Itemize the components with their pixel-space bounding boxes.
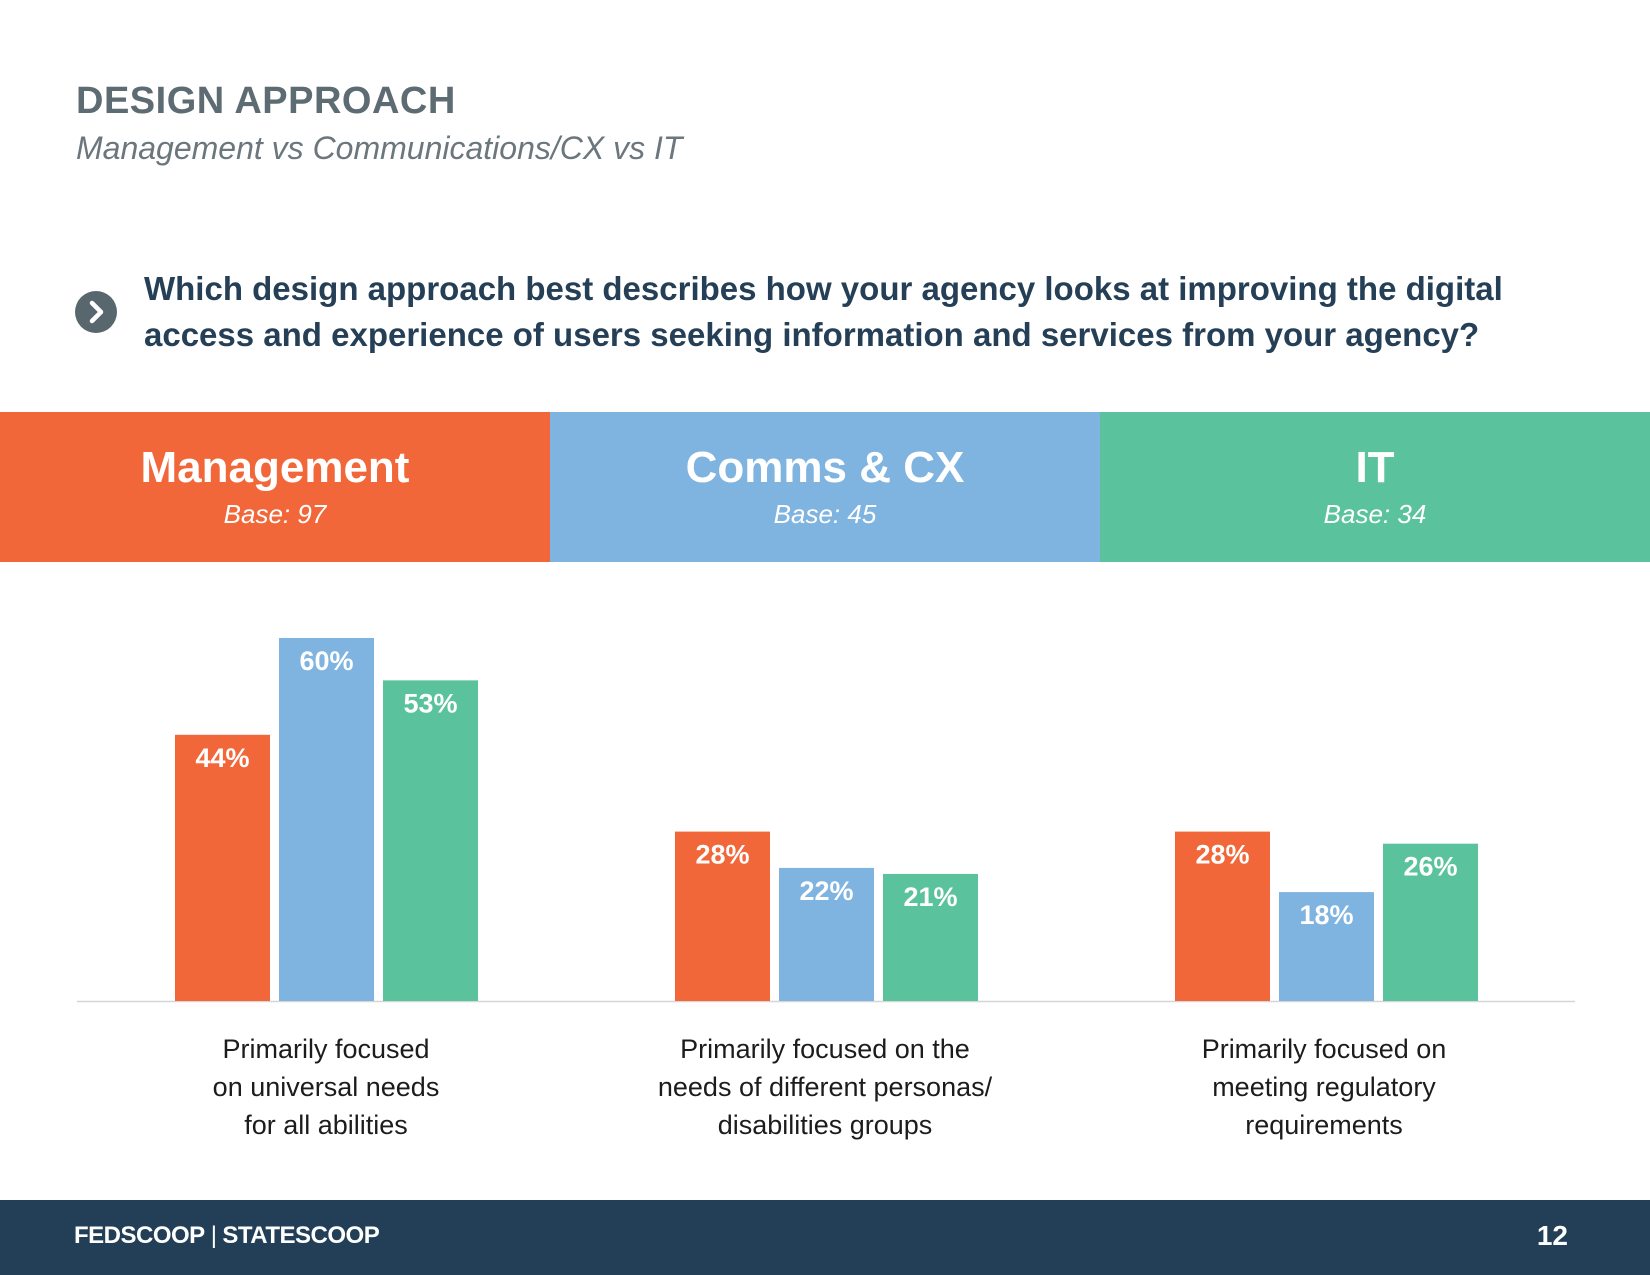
category-label: Primarily focused on universal needs for… (212, 1034, 440, 1140)
bar (779, 867, 874, 1001)
group-band-it: IT Base: 34 (1100, 412, 1650, 562)
bar-chart: 44% 60% 53% 28% 22% 21% 28% 18% 26% (77, 638, 1575, 1003)
bar (383, 680, 478, 1001)
data-label: 28% (1195, 840, 1249, 870)
bar (883, 873, 978, 1001)
bar (675, 831, 770, 1001)
bar (279, 638, 374, 1001)
group-base: Base: 97 (223, 499, 327, 529)
page-title: DESIGN APPROACH (76, 80, 456, 122)
bar (1279, 892, 1374, 1001)
group-base: Base: 45 (773, 499, 877, 529)
group-band-management: Management Base: 97 (0, 412, 550, 562)
group-base: Base: 34 (1323, 499, 1427, 529)
bar (1175, 831, 1270, 1001)
group-name: Comms & CX (685, 443, 965, 492)
data-label: 44% (195, 743, 249, 773)
group-name: IT (1355, 443, 1395, 492)
page-number: 12 (1536, 1220, 1568, 1251)
data-label: 28% (695, 840, 749, 870)
data-label: 18% (1299, 900, 1353, 930)
brand-separator: | (210, 1222, 217, 1249)
bar (175, 734, 270, 1001)
data-label: 26% (1403, 852, 1457, 882)
category-label: Primarily focused on the needs of differ… (657, 1034, 993, 1140)
footer-bar: FEDSCOOP | STATESCOOP 12 (0, 1200, 1650, 1275)
brand-statescoop: STATESCOOP (222, 1222, 380, 1249)
data-label: 21% (903, 882, 957, 912)
group-band-comms-cx: Comms & CX Base: 45 (550, 412, 1100, 562)
group-name: Management (140, 443, 410, 492)
bar (1383, 843, 1478, 1001)
survey-question: Which design approach best describes how… (144, 270, 1503, 353)
category-label: Primarily focused on meeting regulatory … (1201, 1034, 1447, 1140)
data-label: 53% (403, 688, 457, 718)
page-subtitle: Management vs Communications/CX vs IT (76, 130, 683, 166)
brand-fedscoop: FEDSCOOP (74, 1222, 205, 1249)
data-label: 22% (799, 876, 853, 906)
data-label: 60% (299, 646, 353, 676)
brand-logo: FEDSCOOP | STATESCOOP (74, 1222, 380, 1250)
chevron-right-circle-icon (75, 291, 117, 333)
